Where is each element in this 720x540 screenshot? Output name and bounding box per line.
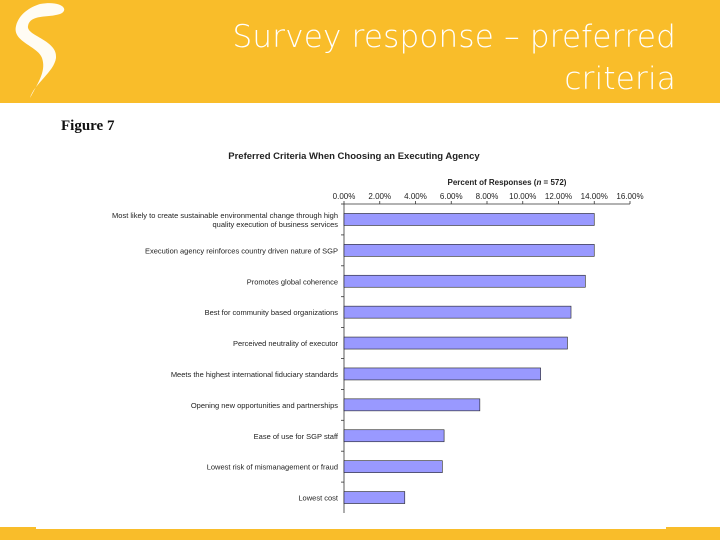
category-label: Promotes global coherence (247, 277, 338, 286)
bar (343, 213, 595, 226)
category-label: Execution agency reinforces country driv… (145, 246, 338, 255)
bar (343, 398, 481, 412)
bar (343, 367, 541, 381)
slide-title: Survey response – preferred criteria for… (116, 16, 676, 142)
category-label: Most likely to create sustainable enviro… (112, 211, 338, 229)
category-label: Opening new opportunities and partnershi… (191, 401, 338, 410)
x-axis-label: Percent of Responses (n = 572) (448, 178, 567, 187)
chart-title: Preferred Criteria When Choosing an Exec… (228, 151, 480, 162)
brand-swoosh-logo (15, 3, 65, 98)
bar (343, 460, 443, 473)
figure-label: Figure 7 (61, 118, 115, 134)
footer-divider (36, 527, 666, 529)
slide-title-line-2: for execution services (331, 103, 676, 139)
category-label: Perceived neutrality of executor (233, 339, 339, 348)
category-label: Best for community based organizations (205, 308, 339, 317)
x-tick-label: 4.00% (404, 192, 427, 201)
x-tick-label: 0.00% (333, 192, 356, 201)
x-tick-label: 8.00% (476, 192, 499, 201)
bar (343, 274, 586, 288)
category-labels: Most likely to create sustainable enviro… (112, 203, 344, 503)
bar (343, 336, 568, 350)
x-tick-label: 10.00% (509, 192, 536, 201)
x-tick-label: 6.00% (440, 192, 463, 201)
category-label: Ease of use for SGP staff (254, 432, 339, 441)
bar (343, 305, 572, 319)
bar (343, 244, 595, 257)
bar (343, 491, 406, 504)
x-tick-label: 16.00% (616, 192, 643, 201)
category-label: Meets the highest international fiduciar… (171, 370, 338, 379)
bar (343, 429, 445, 443)
x-axis-ticks: 0.00% 2.00% 4.00% 6.00% 8.00% 10.00% 12.00% 14.… (333, 192, 644, 204)
header-band (0, 0, 720, 103)
x-tick-label: 2.00% (368, 192, 391, 201)
bar-series (343, 213, 595, 504)
category-label: Lowest cost (298, 494, 339, 503)
slide-title-line-1: Survey response – preferred criteria (232, 19, 676, 97)
category-label: Lowest risk of mismanagement or fraud (207, 463, 338, 472)
x-tick-label: 14.00% (581, 192, 608, 201)
x-tick-label: 12.00% (545, 192, 572, 201)
footer-band (0, 527, 720, 540)
